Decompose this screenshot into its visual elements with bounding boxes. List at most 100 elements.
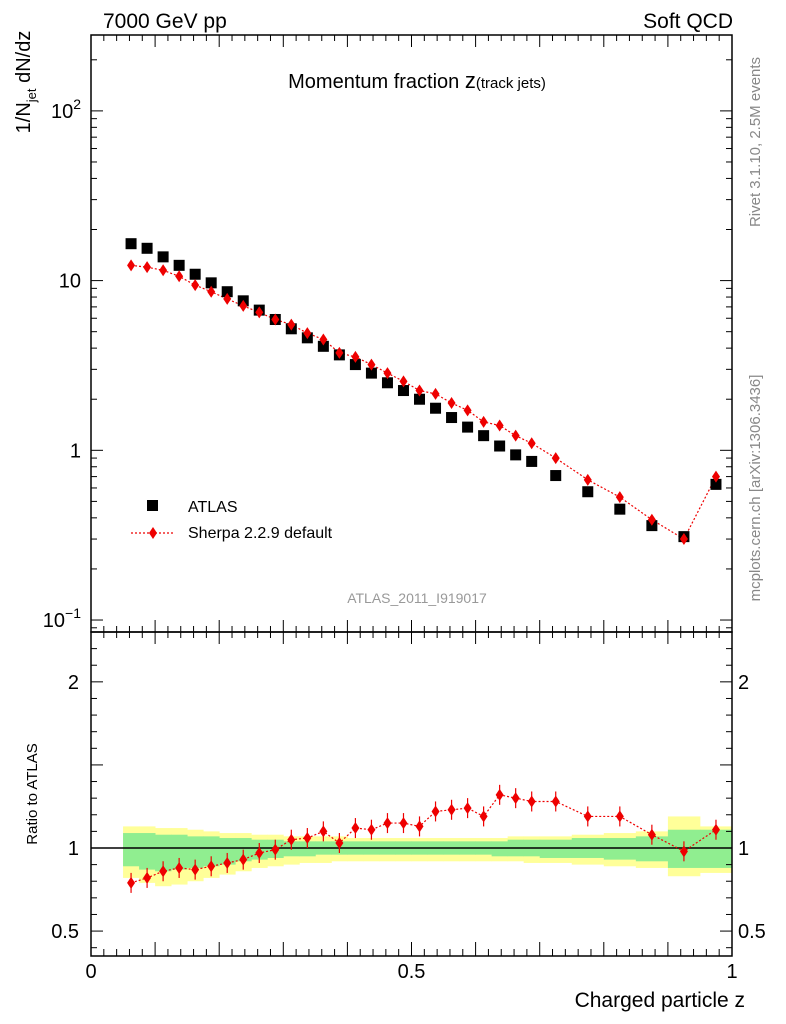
- ratio-sherpa-point: [351, 822, 360, 835]
- sherpa-point: [511, 429, 520, 442]
- ratio-sherpa-point: [175, 861, 184, 874]
- ratio-axes: 0.5 0.51 12 20 0.5 1: [51, 632, 766, 983]
- sherpa-point: [679, 533, 688, 546]
- ratio-sherpa-point: [287, 833, 296, 846]
- sherpa-point: [319, 333, 328, 346]
- legend-atlas-marker: [147, 500, 158, 511]
- atlas-point: [221, 286, 233, 298]
- atlas-point: [494, 440, 506, 452]
- sherpa-point: [527, 437, 536, 450]
- sherpa-point: [143, 261, 152, 274]
- sherpa-point: [207, 285, 216, 298]
- main-ylabel-pre: 1/N: [13, 102, 35, 133]
- atlas-point: [710, 478, 722, 490]
- x-axis-label: Charged particle z: [575, 989, 745, 1012]
- ratio-sherpa-point: [679, 845, 688, 858]
- stat-band-bin: [203, 836, 220, 867]
- ratio-ytick-label-right: 2: [738, 672, 749, 694]
- legend-atlas-label: ATLAS: [188, 499, 238, 516]
- ratio-ytick-label-left: 1: [68, 838, 79, 860]
- ratio-sherpa-point: [527, 795, 536, 808]
- main-ytick-label: 1: [70, 440, 81, 462]
- sherpa-point: [175, 270, 184, 283]
- ratio-ytick-label-left: 0.5: [51, 921, 79, 943]
- atlas-point: [381, 377, 393, 389]
- legend-sherpa-label: Sherpa 2.2.9 default: [188, 525, 333, 542]
- ratio-sherpa-point: [447, 803, 456, 816]
- ratio-ylabel: Ratio to ATLAS: [24, 743, 41, 844]
- main-frame: [90, 34, 733, 633]
- main-ylabel-post: dN/dz: [13, 31, 35, 89]
- x-tick-label: 0.5: [398, 961, 426, 983]
- main-title-sub: (track jets): [476, 75, 546, 92]
- atlas-point: [462, 421, 474, 433]
- ratio-sherpa-point: [399, 817, 408, 830]
- atlas-point: [550, 470, 562, 482]
- sherpa-point: [255, 306, 264, 319]
- ratio-sherpa-point: [367, 823, 376, 836]
- atlas-point: [526, 455, 538, 467]
- sherpa-point: [383, 367, 392, 380]
- stat-band-bin: [139, 833, 156, 870]
- legend-sherpa-marker: [149, 527, 157, 539]
- ratio-ytick-label-left: 2: [68, 672, 79, 694]
- sherpa-point: [495, 419, 504, 432]
- header-right: Soft QCD: [643, 10, 733, 33]
- ratio-sherpa-point: [255, 846, 264, 859]
- atlas-point: [349, 359, 361, 371]
- atlas-point: [205, 277, 217, 289]
- sherpa-point: [399, 375, 408, 388]
- ratio-sherpa-point: [191, 863, 200, 876]
- x-tick-label: 0: [85, 961, 96, 983]
- ratio-ytick-label-right: 1: [738, 838, 749, 860]
- sherpa-point: [191, 279, 200, 292]
- atlas-point: [317, 340, 329, 352]
- ratio-frame: [90, 631, 733, 957]
- sherpa-point: [415, 384, 424, 397]
- sherpa-point: [351, 350, 360, 363]
- sherpa-point: [615, 491, 624, 504]
- stat-band-bin: [539, 839, 573, 858]
- main-title-text: Momentum fraction: [288, 71, 465, 93]
- mcplots-label: mcplots.cern.ch [arXiv:1306.3436]: [747, 375, 764, 602]
- stat-band-bin: [491, 841, 509, 857]
- legend: ATLAS Sherpa 2.2.9 default: [131, 499, 333, 542]
- main-ylabel-sub: jet: [24, 88, 39, 103]
- sherpa-point: [431, 387, 440, 400]
- ratio-sherpa-point: [239, 853, 248, 866]
- main-plot-area: [125, 238, 722, 546]
- main-ytick-label-exp: 2: [73, 96, 81, 112]
- stat-band-bin: [603, 838, 637, 860]
- stat-band-bin: [299, 841, 316, 857]
- atlas-point: [157, 251, 169, 263]
- main-title-z: z: [465, 68, 476, 93]
- sherpa-point: [447, 397, 456, 410]
- ratio-sherpa-point: [415, 820, 424, 833]
- ratio-sherpa-point: [551, 795, 560, 808]
- ratio-sherpa-point: [583, 810, 592, 823]
- sherpa-point: [711, 470, 720, 483]
- sherpa-point: [583, 473, 592, 486]
- main-ytick-label: 10: [59, 271, 81, 293]
- main-title: Momentum fraction z(track jets): [288, 68, 546, 93]
- main-ytick-label-base: 10: [43, 610, 65, 632]
- atlas-point: [365, 367, 377, 379]
- sherpa-point: [239, 299, 248, 312]
- sherpa-point: [127, 259, 136, 272]
- ratio-sherpa-point: [431, 805, 440, 818]
- ratio-plot-area: [91, 784, 733, 893]
- ratio-sherpa-point: [143, 871, 152, 884]
- sherpa-point: [159, 264, 168, 277]
- stat-band-bin: [219, 838, 236, 865]
- main-ytick-label-base: 10: [51, 101, 73, 123]
- atlas-point: [478, 430, 490, 442]
- sherpa-point: [287, 318, 296, 331]
- ratio-ytick-label-right: 0.5: [738, 921, 766, 943]
- main-ytick-label: 10−1: [43, 605, 81, 632]
- sherpa-point: [303, 327, 312, 340]
- sherpa-point: [647, 513, 656, 526]
- ratio-sherpa-point: [647, 828, 656, 841]
- atlas-point: [582, 486, 594, 498]
- main-ytick-label: 102: [51, 96, 81, 123]
